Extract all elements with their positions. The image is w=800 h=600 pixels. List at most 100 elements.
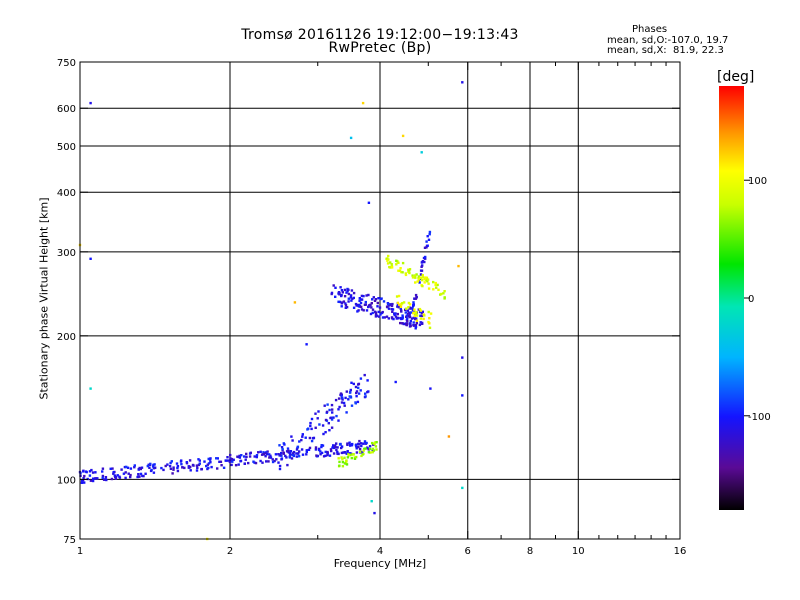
data-point: [365, 309, 369, 312]
data-point: [181, 466, 184, 469]
data-point: [297, 455, 301, 458]
data-point: [356, 310, 359, 313]
data-point: [371, 311, 374, 315]
data-point: [340, 394, 343, 397]
data-point: [133, 464, 136, 467]
data-point: [402, 322, 405, 326]
data-point: [326, 403, 329, 406]
data-point: [383, 316, 386, 319]
data-point: [363, 303, 367, 306]
data-point: [373, 511, 376, 515]
data-point: [367, 305, 370, 308]
data-point: [287, 449, 290, 453]
data-point: [286, 447, 290, 450]
data-point: [377, 310, 380, 314]
data-point: [122, 472, 126, 475]
data-point: [369, 303, 372, 306]
data-point: [397, 269, 400, 272]
data-point: [361, 101, 365, 105]
data-point: [89, 257, 92, 260]
data-point: [103, 478, 106, 481]
data-point: [413, 314, 416, 318]
data-point: [396, 301, 400, 305]
data-point: [367, 451, 371, 454]
data-point: [416, 280, 419, 283]
data-point: [350, 289, 354, 292]
data-point: [151, 465, 155, 468]
data-point: [129, 475, 132, 479]
data-point: [420, 314, 424, 318]
data-point: [124, 476, 127, 480]
data-point: [387, 307, 391, 310]
phases-legend-title: Phases: [632, 24, 668, 35]
data-point: [362, 309, 365, 312]
data-point: [295, 448, 299, 451]
data-point: [320, 451, 324, 455]
data-point: [280, 454, 283, 457]
data-point: [349, 452, 352, 455]
x-tick-label: 16: [674, 546, 687, 557]
data-point: [421, 276, 425, 279]
data-point: [401, 302, 404, 305]
data-point: [355, 455, 358, 459]
data-point: [340, 456, 343, 459]
data-point: [152, 471, 156, 474]
data-point: [264, 452, 267, 455]
data-point: [232, 458, 235, 461]
data-point: [369, 312, 373, 316]
data-point: [427, 310, 430, 314]
data-point: [243, 455, 246, 458]
data-point: [274, 453, 278, 456]
data-point: [112, 471, 115, 474]
data-point: [209, 457, 212, 460]
data-point: [324, 454, 327, 457]
data-point: [423, 281, 426, 284]
data-point: [269, 456, 273, 459]
data-point: [360, 444, 363, 448]
data-point: [291, 452, 295, 455]
phases-legend-x-mode: mean, sd,X: 81.9, 22.3: [607, 45, 724, 56]
data-point: [419, 273, 423, 276]
data-point: [386, 259, 389, 262]
data-point: [355, 395, 358, 398]
data-point: [288, 451, 291, 455]
data-point: [337, 408, 340, 411]
data-point: [279, 453, 282, 456]
data-point: [415, 273, 418, 276]
data-point: [393, 313, 396, 317]
data-point: [423, 260, 426, 264]
data-point: [360, 454, 363, 458]
data-point: [362, 294, 365, 298]
data-point: [401, 271, 404, 274]
data-point: [407, 306, 410, 309]
data-point: [322, 455, 326, 458]
data-point: [245, 455, 248, 459]
data-point: [198, 462, 201, 465]
data-point: [252, 460, 255, 463]
data-point: [325, 410, 329, 414]
data-point: [192, 464, 195, 467]
data-point: [440, 292, 443, 296]
data-point: [254, 461, 258, 465]
data-point: [255, 455, 258, 459]
data-point: [373, 442, 376, 446]
data-point: [300, 448, 304, 451]
data-point: [457, 264, 460, 268]
data-point: [348, 441, 351, 444]
data-point: [355, 304, 358, 307]
x-tick-label: 1: [77, 546, 83, 557]
data-point: [322, 432, 325, 436]
data-point: [413, 308, 416, 311]
data-point: [300, 438, 303, 442]
data-point: [418, 323, 422, 327]
data-point: [149, 469, 153, 473]
data-point: [355, 390, 359, 393]
data-point: [326, 453, 329, 457]
data-point: [408, 271, 411, 275]
data-point: [342, 300, 346, 303]
data-point: [295, 455, 299, 458]
data-point: [339, 392, 343, 395]
data-point: [341, 458, 344, 461]
data-point: [421, 278, 424, 282]
